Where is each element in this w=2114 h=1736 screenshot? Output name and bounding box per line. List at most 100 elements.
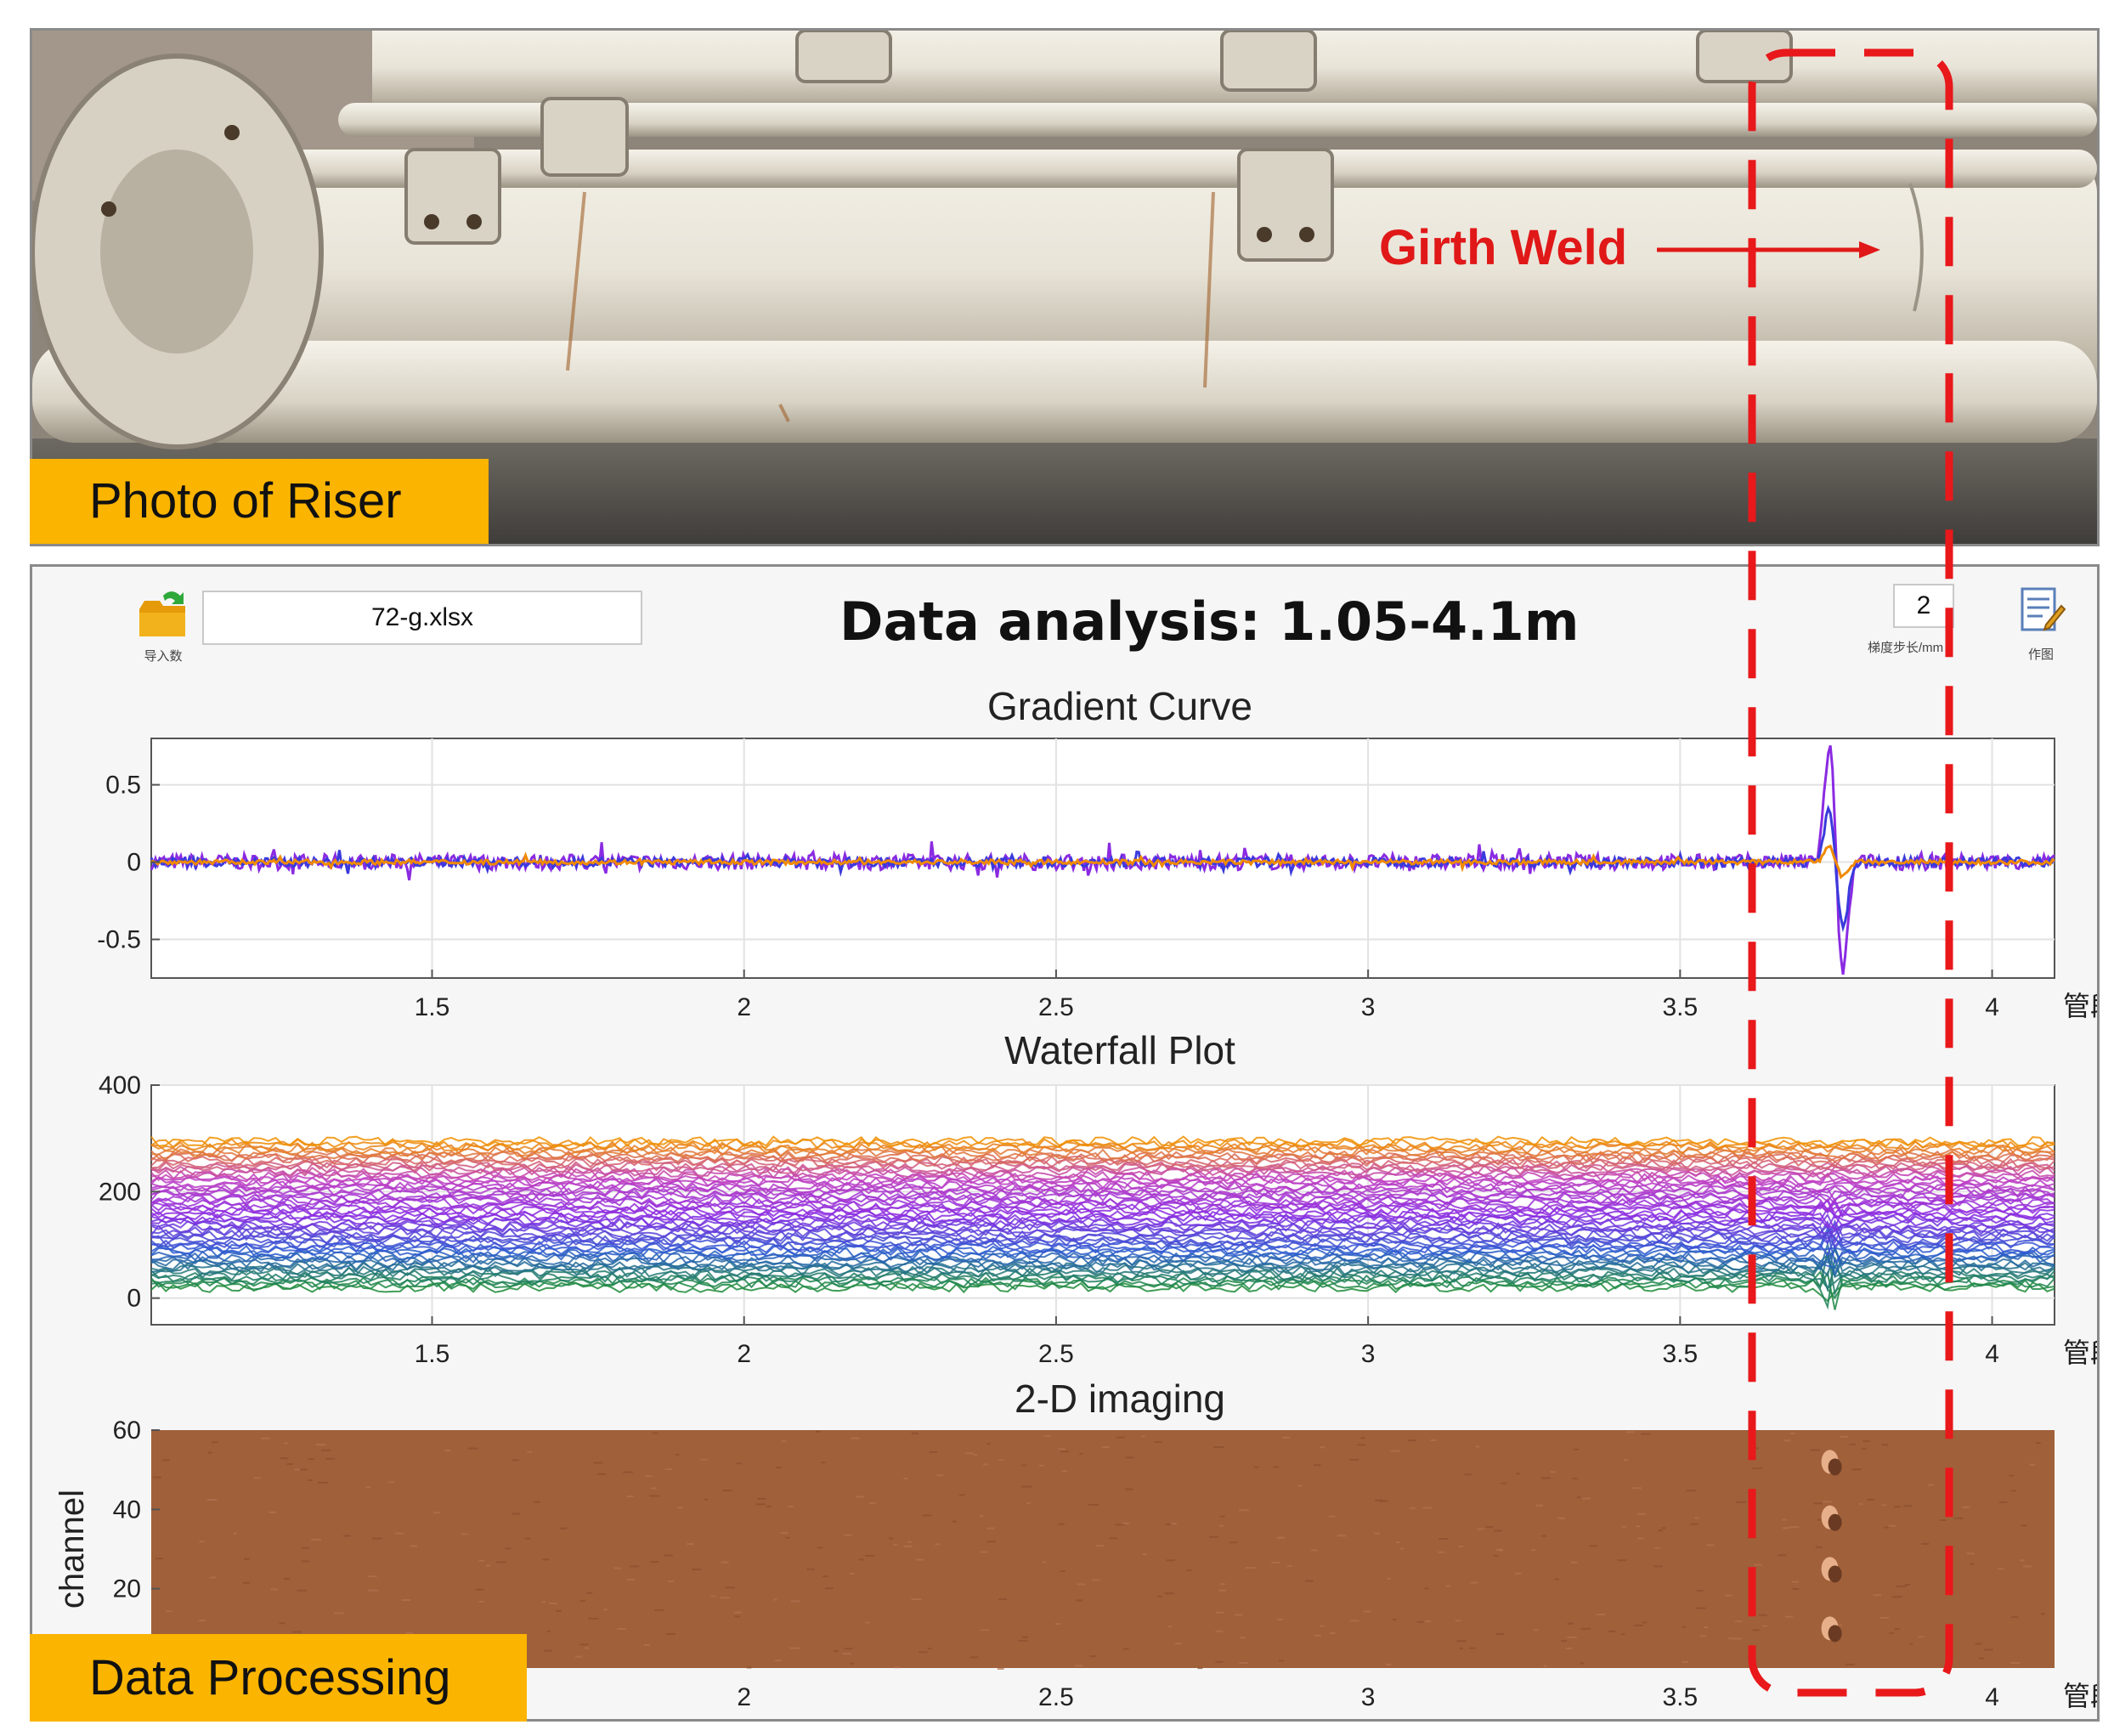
- heatmap-texture-mark: [664, 1468, 673, 1471]
- waterfall-channel-line: [150, 1150, 2055, 1162]
- heatmap-texture-mark: [1754, 1564, 1763, 1566]
- heatmap-texture-mark: [286, 1462, 293, 1465]
- heatmap-texture-mark: [1703, 1626, 1708, 1629]
- x-tick-label: 2: [737, 1340, 751, 1368]
- heatmap-texture-mark: [1574, 1448, 1580, 1450]
- heatmap-texture-mark: [1557, 1517, 1565, 1519]
- heatmap-texture-mark: [1348, 1458, 1359, 1461]
- waterfall-channel-line: [150, 1262, 2055, 1292]
- heatmap-texture-mark: [1881, 1444, 1889, 1446]
- heatmap-texture-mark: [1430, 1439, 1437, 1441]
- heatmap-texture-mark: [593, 1462, 604, 1464]
- waterfall-channel-line: [150, 1219, 2055, 1235]
- heatmap-texture-mark: [922, 1514, 932, 1517]
- waterfall-channel-line: [150, 1236, 2055, 1258]
- heatmap-texture-mark: [1792, 1587, 1800, 1590]
- heatmap-texture-mark: [980, 1551, 988, 1553]
- import-data-button[interactable]: 导入数: [134, 584, 192, 669]
- heatmap-texture-mark: [919, 1651, 928, 1654]
- waterfall-channel-line: [150, 1182, 2055, 1195]
- analysis-title: Data analysis: 1.05-4.1m: [839, 591, 1580, 653]
- heatmap-texture-mark: [1277, 1618, 1284, 1620]
- heatmap-texture-mark: [1470, 1581, 1478, 1584]
- plot-button[interactable]: 作图: [2015, 580, 2066, 665]
- y-tick-label: 40: [113, 1496, 141, 1524]
- heatmap-texture-mark: [401, 1598, 411, 1601]
- heatmap-texture-mark: [755, 1503, 766, 1506]
- heatmap-texture-mark: [1235, 1614, 1243, 1616]
- heatmap-texture-mark: [527, 1450, 533, 1453]
- heatmap-texture-mark: [894, 1666, 900, 1669]
- heatmap-texture-mark: [1077, 1583, 1086, 1586]
- heatmap-texture-mark: [911, 1432, 919, 1434]
- heatmap-texture-mark: [844, 1534, 852, 1536]
- heatmap-texture-mark: [766, 1506, 772, 1508]
- x-tick-label: 3.5: [1662, 1683, 1698, 1711]
- heatmap-texture-mark: [1125, 1456, 1134, 1459]
- heatmap-texture-mark: [785, 1536, 790, 1539]
- heatmap-texture-mark: [1823, 1501, 1832, 1503]
- heatmap-texture-mark: [1752, 1629, 1761, 1631]
- heatmap-texture-mark: [851, 1437, 860, 1439]
- heatmap-texture-mark: [643, 1643, 650, 1646]
- heatmap-texture-mark: [1088, 1503, 1099, 1506]
- x-tick-label: 2.5: [1038, 993, 1074, 1021]
- heatmap-texture-mark: [1215, 1630, 1224, 1632]
- heatmap-texture-mark: [1921, 1542, 1930, 1545]
- heatmap-texture-mark: [986, 1443, 991, 1445]
- heatmap-texture-mark: [1790, 1432, 1795, 1434]
- waterfall-channel-line: [150, 1197, 2055, 1215]
- heatmap-texture-mark: [850, 1572, 855, 1575]
- waterfall-channel-line: [150, 1269, 2055, 1310]
- heatmap-texture-mark: [1661, 1527, 1666, 1530]
- heatmap-texture-mark: [1054, 1623, 1061, 1626]
- heatmap-texture-mark: [1379, 1500, 1388, 1502]
- heatmap-texture-mark: [556, 1609, 562, 1612]
- heatmap-anomaly-dark: [1828, 1513, 1842, 1531]
- heatmap-texture-mark: [546, 1630, 551, 1632]
- heatmap-texture-mark: [209, 1576, 217, 1579]
- file-name-field[interactable]: 72-g.xlsx: [202, 591, 642, 645]
- heatmap-texture-mark: [586, 1592, 593, 1594]
- heatmap-texture-mark: [468, 1447, 478, 1450]
- heatmap-texture-mark: [1653, 1565, 1663, 1568]
- heatmap-texture-mark: [308, 1458, 315, 1461]
- waterfall-channel-line: [150, 1226, 2055, 1257]
- heatmap-texture-mark: [1862, 1448, 1867, 1450]
- heatmap-texture-mark: [650, 1561, 659, 1564]
- heatmap-texture-mark: [1424, 1620, 1432, 1623]
- heatmap-texture-mark: [1596, 1613, 1605, 1615]
- heatmap-texture-mark: [1456, 1640, 1467, 1643]
- heatmap-texture-mark: [1439, 1538, 1448, 1541]
- waterfall-channel-line: [150, 1219, 2055, 1245]
- waterfall-channel-line: [150, 1257, 2055, 1310]
- heatmap-texture-mark: [1653, 1547, 1660, 1549]
- heatmap-texture-mark: [1867, 1498, 1875, 1501]
- heatmap-texture-mark: [911, 1598, 922, 1601]
- waterfall-channel-line: [150, 1135, 2055, 1148]
- heatmap-texture-mark: [584, 1647, 590, 1649]
- heatmap-texture-mark: [654, 1609, 664, 1611]
- heatmap-texture-mark: [626, 1495, 634, 1497]
- heatmap-texture-mark: [1778, 1554, 1787, 1557]
- waterfall-channel-line: [150, 1249, 2055, 1269]
- heatmap-texture-mark: [817, 1547, 823, 1549]
- heatmap-texture-mark: [675, 1453, 680, 1456]
- heatmap-texture-mark: [1642, 1621, 1648, 1624]
- heatmap-texture-mark: [936, 1474, 944, 1477]
- heatmap-texture-mark: [1245, 1567, 1256, 1569]
- waterfall-channel-line: [150, 1138, 2055, 1151]
- heatmap-texture-mark: [788, 1505, 794, 1507]
- heatmap-texture-mark: [1038, 1464, 1044, 1467]
- heatmap-texture-mark: [721, 1561, 729, 1564]
- heatmap-texture-mark: [153, 1476, 161, 1479]
- heatmap-texture-mark: [1636, 1513, 1646, 1515]
- x-tick-label: 3: [1361, 1340, 1376, 1368]
- heatmap-texture-mark: [302, 1547, 310, 1549]
- heatmap-texture-mark: [1396, 1541, 1400, 1544]
- heatmap-texture-mark: [1531, 1549, 1536, 1552]
- heatmap-texture-mark: [1682, 1660, 1689, 1663]
- heatmap-texture-mark: [1515, 1572, 1522, 1575]
- heatmap-texture-mark: [596, 1473, 607, 1475]
- heatmap-texture-mark: [1543, 1665, 1547, 1667]
